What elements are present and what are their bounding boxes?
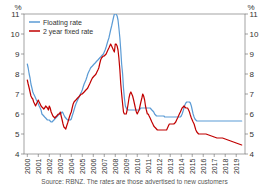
x-tick-label: 2010	[134, 158, 141, 174]
x-tick	[49, 154, 50, 157]
legend: Floating rate2 year fixed rate	[29, 19, 93, 36]
x-tick-label: 2006	[90, 158, 97, 174]
y-tick-label: 5	[15, 130, 20, 139]
legend-swatch	[29, 30, 40, 32]
y-tick	[21, 34, 24, 35]
x-tick-label: 2018	[222, 158, 229, 174]
x-tick-label: 2012	[156, 158, 163, 174]
y-tick-label: 10	[11, 30, 20, 39]
y-tick-label: 8	[15, 70, 20, 79]
x-tick-label: 2008	[112, 158, 119, 174]
x-tick	[203, 154, 204, 157]
x-tick-label: 2003	[57, 158, 64, 174]
x-tick	[126, 154, 127, 157]
y2-tick	[245, 154, 248, 155]
x-tick-label: 2000	[24, 158, 31, 174]
plot-frame	[24, 14, 245, 154]
x-tick-label: 2001	[35, 158, 42, 174]
x-tick-label: 2011	[145, 158, 152, 173]
y-tick-label: 6	[15, 110, 20, 119]
x-tick	[38, 154, 39, 157]
y2-tick	[245, 34, 248, 35]
y2-tick	[245, 134, 248, 135]
y-tick	[21, 114, 24, 115]
y-axis-label: %	[14, 3, 21, 12]
x-tick	[82, 154, 83, 157]
y2-tick	[245, 54, 248, 55]
x-tick	[181, 154, 182, 157]
source-note: Source: RBNZ. The rates are those advert…	[41, 178, 228, 185]
y2-tick-label: 8	[250, 70, 255, 79]
x-tick	[71, 154, 72, 157]
y2-tick-label: 5	[250, 130, 255, 139]
y2-axis-label: %	[247, 3, 254, 12]
x-tick-label: 2005	[79, 158, 86, 174]
legend-label: Floating rate	[43, 19, 82, 27]
x-tick-label: 2009	[123, 158, 130, 174]
legend-swatch	[29, 21, 40, 23]
x-tick-label: 2015	[189, 158, 196, 174]
x-tick-label: 2013	[167, 158, 174, 174]
y2-tick-label: 10	[250, 30, 259, 39]
x-tick-label: 2002	[46, 158, 53, 174]
x-tick-label: 2017	[211, 158, 218, 174]
y-tick-label: 9	[15, 50, 20, 59]
x-tick	[159, 154, 160, 157]
y-tick	[21, 14, 24, 15]
x-tick	[192, 154, 193, 157]
x-tick-label: 2016	[200, 158, 207, 174]
y-tick	[21, 154, 24, 155]
y2-tick	[245, 14, 248, 15]
y-tick-label: 7	[15, 90, 20, 99]
y-tick	[21, 74, 24, 75]
x-tick	[236, 154, 237, 157]
x-tick	[60, 154, 61, 157]
x-tick	[115, 154, 116, 157]
chart: 4567891011456789101120002001200220032004…	[0, 0, 269, 187]
y2-tick	[245, 114, 248, 115]
y-tick-label: 4	[15, 150, 20, 159]
x-tick	[148, 154, 149, 157]
y-tick	[21, 134, 24, 135]
x-tick	[104, 154, 105, 157]
x-tick	[27, 154, 28, 157]
y-tick	[21, 54, 24, 55]
plot-area	[27, 14, 241, 145]
y2-tick-label: 9	[250, 50, 255, 59]
x-tick	[170, 154, 171, 157]
x-tick	[137, 154, 138, 157]
x-tick-label: 2004	[68, 158, 75, 174]
x-tick	[225, 154, 226, 157]
y2-tick-label: 4	[250, 150, 255, 159]
y2-tick	[245, 74, 248, 75]
y2-tick-label: 6	[250, 110, 255, 119]
legend-label: 2 year fixed rate	[43, 28, 93, 36]
y2-tick-label: 7	[250, 90, 255, 99]
series-line	[27, 44, 241, 145]
x-tick-label: 2019	[233, 158, 240, 174]
y2-tick	[245, 94, 248, 95]
x-tick	[214, 154, 215, 157]
x-tick	[93, 154, 94, 157]
x-tick-label: 2014	[178, 158, 185, 174]
x-tick-label: 2007	[101, 158, 108, 174]
y-tick	[21, 94, 24, 95]
